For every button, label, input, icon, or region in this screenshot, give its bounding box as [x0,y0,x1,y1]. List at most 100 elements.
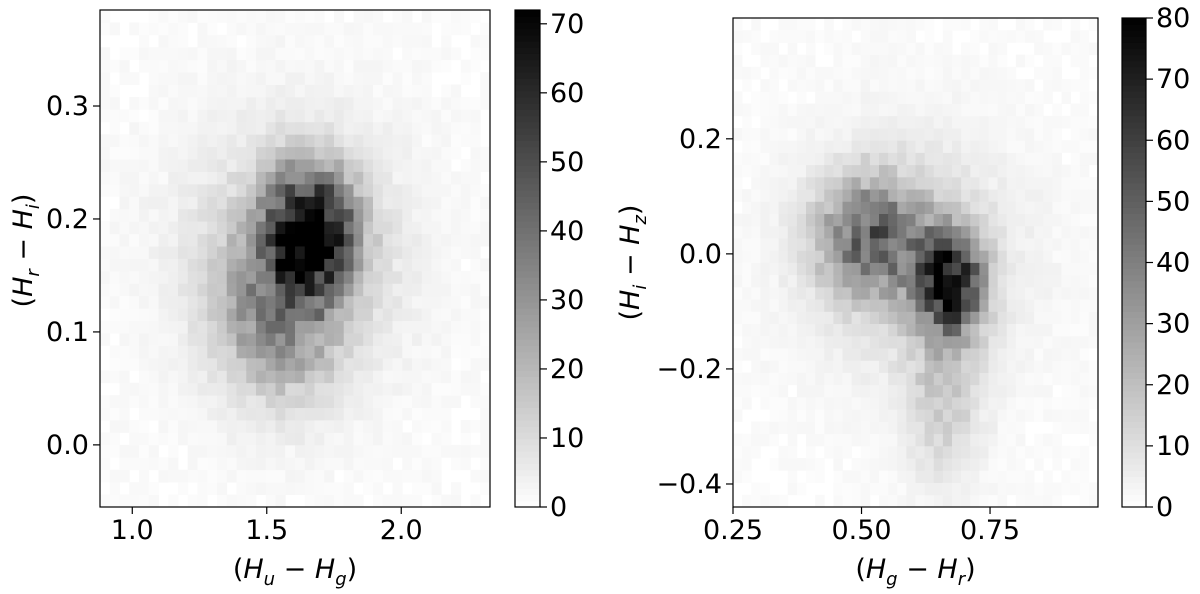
heatmap-cells [100,10,491,508]
colorbar-step [1122,24,1146,31]
heatmap-cell [207,357,218,371]
heatmap-cell [952,348,962,361]
heatmap-cell [334,320,345,334]
heatmap-cell [869,458,880,471]
heatmap-cell [924,54,935,68]
colorbar-step [515,283,540,291]
heatmap-cell [373,270,384,284]
heatmap-cell [295,345,306,359]
heatmap-cell [265,270,276,284]
heatmap-cell [1079,396,1090,410]
heatmap-cell [1052,115,1062,129]
heatmap-cell [373,47,384,61]
heatmap-cell [363,295,374,309]
heatmap-cell [246,109,257,123]
heatmap-cell [363,221,374,235]
heatmap-cell [158,469,169,483]
heatmap-cell [402,295,413,309]
heatmap-cell [304,96,315,110]
colorbar-step [515,451,540,458]
heatmap-cell [402,84,413,98]
heatmap-cell [158,96,169,110]
heatmap-cell [787,103,798,117]
heatmap-cell [304,196,315,210]
heatmap-cell [402,233,413,247]
heatmap-cell [897,482,907,496]
colorbar-step [1122,409,1146,416]
heatmap-cell [178,395,189,409]
heatmap-cell [324,457,335,471]
heatmap-cell [470,183,481,197]
heatmap-cell [961,360,971,373]
heatmap-cell [842,421,853,435]
heatmap-cell [119,246,130,259]
colorbar-step [515,407,540,415]
heatmap-cell [1025,396,1035,410]
heatmap-cell [119,345,130,359]
heatmap-cell [760,91,770,104]
heatmap-cell [236,84,247,98]
heatmap-cell [431,109,442,123]
heatmap-cell [906,115,916,129]
heatmap-cell [402,183,413,197]
heatmap-cell [751,384,761,398]
colorbar-step [1122,360,1146,367]
heatmap-cell [906,409,916,422]
heatmap-cell [207,96,218,110]
heatmap-cell [441,494,452,508]
heatmap-cell [1070,396,1081,410]
heatmap-cell [778,409,789,422]
heatmap-cell [897,470,907,483]
heatmap-cell [256,221,267,235]
heatmap-cell [129,134,140,148]
heatmap-cell [806,299,816,312]
heatmap-cell [285,183,296,197]
heatmap-cell [412,444,423,458]
heatmap-cell [314,370,325,384]
heatmap-cell [373,171,384,185]
heatmap-cell [915,189,926,202]
heatmap-cell [197,47,208,61]
heatmap-cell [1070,225,1081,239]
heatmap-cell [888,348,898,361]
heatmap-cell [168,258,179,272]
colorbar-step [515,382,540,390]
y-tick-label: −0.2 [656,354,722,385]
colorbar-step [1122,470,1146,477]
heatmap-cell [751,225,761,239]
heatmap-cell [139,171,150,185]
heatmap-cell [402,96,413,110]
heatmap-cell [158,308,169,322]
heatmap-cell [751,421,761,435]
heatmap-cell [897,164,907,178]
heatmap-cell [787,79,798,92]
heatmap-cell [470,146,481,160]
heatmap-cell [915,152,926,166]
heatmap-cell [1088,213,1099,227]
heatmap-cell [324,183,335,197]
heatmap-cell [451,84,462,98]
heatmap-cell [942,384,953,398]
heatmap-cell [906,103,916,117]
heatmap-cell [988,250,999,263]
heatmap-cell [441,10,452,23]
heatmap-cell [970,494,980,508]
heatmap-cell [363,320,374,334]
heatmap-cell [979,299,989,312]
heatmap-cell [178,183,189,197]
heatmap-cell [187,357,198,371]
heatmap-cell [158,407,169,421]
heatmap-cell [353,345,364,359]
heatmap-cell [256,196,267,210]
heatmap-cell [334,208,345,222]
heatmap-cell [119,407,130,421]
heatmap-cell [295,109,306,123]
heatmap-cell [207,146,218,160]
heatmap-cell [997,103,1008,117]
heatmap-cell [178,246,189,259]
heatmap-cell [760,421,770,435]
heatmap-cell [742,372,752,386]
heatmap-cell [285,221,296,235]
heatmap-cell [382,370,393,384]
heatmap-cell [334,146,345,160]
